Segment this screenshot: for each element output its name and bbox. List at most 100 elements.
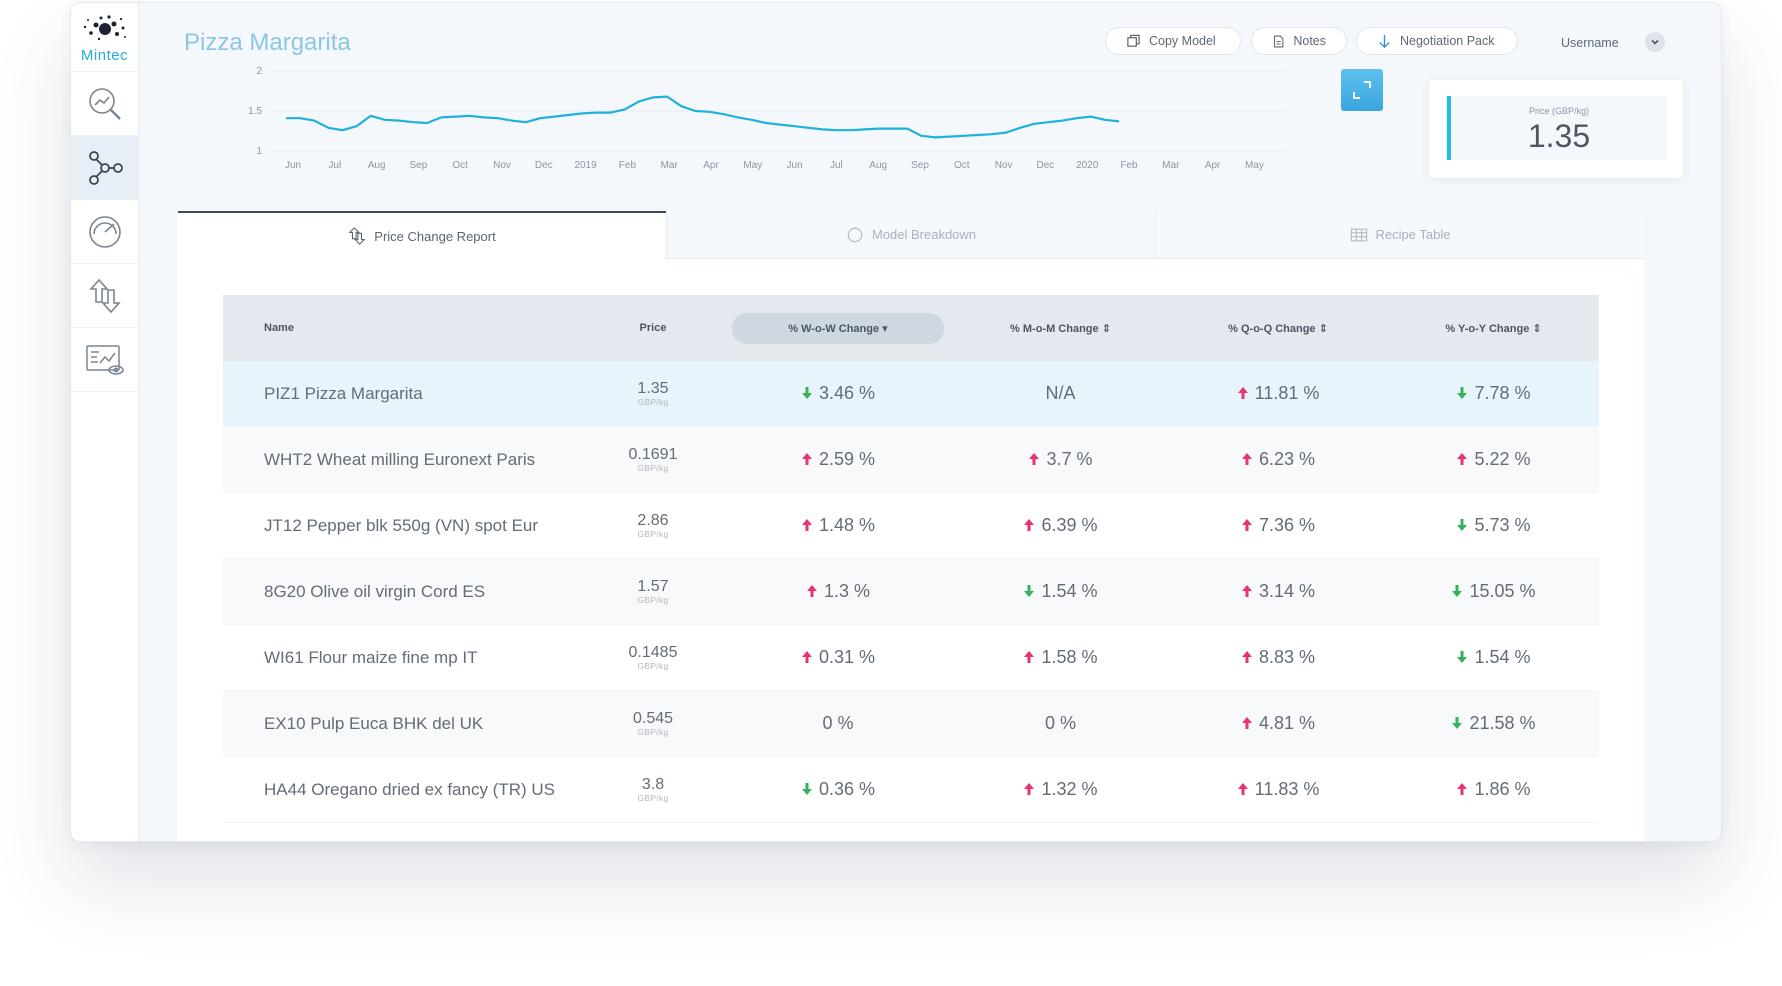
row-qoq-change: 11.83 %: [1168, 756, 1388, 823]
price-chart[interactable]: 2 1.5 1 Jun Jul Aug Sep Oct Nov Dec 2019 Feb Mar Apr M…: [181, 63, 1461, 203]
row-name[interactable]: 8G20 Olive oil virgin Cord ES: [223, 558, 583, 625]
row-qoq-change: 6.23 %: [1168, 426, 1388, 493]
table-row[interactable]: PIZ1 Pizza Margarita 1.35 GBP/kg 3.46 % N/A 1…: [223, 361, 1599, 427]
x-tick-label: May: [1245, 160, 1264, 171]
arrow-up-icon: [801, 519, 812, 531]
row-wow-change-value: 2.59 %: [818, 449, 876, 469]
table-row[interactable]: JT12 Pepper blk 550g (VN) spot Eur 2.86 GB…: [223, 492, 1599, 559]
negotiation-pack-button[interactable]: Negotiation Pack: [1356, 27, 1518, 55]
arrow-up-icon: [1241, 453, 1252, 465]
report-view-icon: [85, 344, 124, 375]
row-price-unit: GBP/kg: [637, 463, 669, 473]
yoy-header-label: % Y-o-Y Change: [1445, 322, 1530, 335]
row-name[interactable]: JT12 Pepper blk 550g (VN) spot Eur: [223, 492, 583, 559]
row-name[interactable]: HA44 Oregano dried ex fancy (TR) US: [223, 756, 583, 823]
sort-icon: ⇕: [1101, 322, 1111, 335]
y-tick-label: 1: [256, 146, 262, 157]
copy-model-label: Copy Model: [1149, 34, 1216, 48]
username[interactable]: Username: [1561, 36, 1619, 50]
row-price-unit: GBP/kg: [637, 661, 669, 671]
table-row[interactable]: WHT2 Wheat milling Euronext Paris 0.1691 G…: [223, 426, 1599, 493]
expand-chart-button[interactable]: [1341, 69, 1383, 111]
row-mom-change: 1.32 %: [953, 756, 1168, 823]
nav-gauge[interactable]: [71, 200, 138, 264]
logo[interactable]: Mintec: [71, 3, 138, 72]
row-qoq-change-value: 3.14 %: [1258, 581, 1316, 601]
tab-model-breakdown[interactable]: Model Breakdown: [666, 211, 1155, 259]
column-header-mom[interactable]: % M-o-M Change ⇕: [953, 295, 1168, 361]
table-body: PIZ1 Pizza Margarita 1.35 GBP/kg 3.46 % N/A 1…: [223, 361, 1599, 823]
row-wow-change: 1.48 %: [723, 492, 953, 559]
table-row[interactable]: HA44 Oregano dried ex fancy (TR) US 3.8 GB…: [223, 756, 1599, 823]
nav-search[interactable]: [71, 72, 138, 136]
download-arrow-icon: [1379, 34, 1390, 48]
price-change-icon: [88, 278, 121, 313]
row-price: 1.35 GBP/kg: [583, 361, 723, 427]
column-header-wow[interactable]: % W-o-W Change ▾: [723, 295, 953, 361]
arrow-up-icon: [1024, 651, 1035, 663]
sort-desc-icon: ▾: [882, 322, 888, 335]
row-price: 3.8 GBP/kg: [583, 756, 723, 823]
table-row[interactable]: 8G20 Olive oil virgin Cord ES 1.57 GBP/kg 1…: [223, 558, 1599, 625]
x-tick-label: Jun: [787, 160, 803, 171]
arrow-down-icon: [1452, 585, 1463, 597]
row-mom-change: 0 %: [953, 690, 1168, 757]
row-mom-change-value: 0 %: [1044, 713, 1077, 733]
row-wow-change-value: 0.36 %: [818, 779, 876, 799]
notes-button[interactable]: Notes: [1251, 27, 1347, 55]
row-qoq-change: 11.81 %: [1168, 361, 1388, 427]
row-name[interactable]: EX10 Pulp Euca BHK del UK: [223, 690, 583, 757]
row-yoy-change: 1.86 %: [1388, 756, 1599, 823]
nav-price-change[interactable]: [71, 264, 138, 328]
row-mom-change-value: 1.58 %: [1041, 647, 1098, 667]
arrow-up-icon: [1241, 519, 1252, 531]
arrow-down-icon: [1024, 585, 1035, 597]
row-mom-change-value: N/A: [1045, 383, 1076, 403]
tab-recipe-table[interactable]: Recipe Table: [1155, 211, 1644, 259]
sort-icon: ⇕: [1532, 322, 1542, 335]
row-name[interactable]: WHT2 Wheat milling Euronext Paris: [223, 426, 583, 493]
arrow-up-icon: [801, 453, 812, 465]
row-yoy-change: 7.78 %: [1388, 361, 1599, 427]
arrow-down-icon: [1457, 387, 1468, 399]
x-tick-label: Feb: [619, 160, 637, 171]
sorted-column-pill[interactable]: % W-o-W Change ▾: [732, 312, 944, 344]
column-header-qoq[interactable]: % Q-o-Q Change ⇕: [1168, 295, 1388, 361]
tab-label: Price Change Report: [374, 228, 496, 244]
row-name[interactable]: PIZ1 Pizza Margarita: [223, 361, 583, 427]
row-price-value: 0.545: [632, 710, 674, 727]
row-yoy-change-value: 7.78 %: [1474, 383, 1531, 403]
arrow-down-icon: [1457, 651, 1468, 663]
row-wow-change: 3.46 %: [723, 361, 953, 427]
copy-model-button[interactable]: Copy Model: [1105, 27, 1241, 55]
price-card-inner: Price (GBP/kg) 1.35: [1447, 96, 1667, 160]
table-row[interactable]: WI61 Flour maize fine mp IT 0.1485 GBP/kg 0…: [223, 624, 1599, 691]
user-menu-toggle[interactable]: [1645, 32, 1665, 52]
x-tick-label: Mar: [661, 160, 679, 171]
nav-model[interactable]: [71, 136, 138, 200]
row-mom-change-value: 3.7 %: [1046, 449, 1093, 469]
model-network-icon: [88, 150, 123, 185]
column-header-yoy[interactable]: % Y-o-Y Change ⇕: [1388, 295, 1599, 361]
x-tick-label: Jul: [328, 160, 341, 171]
tab-price-change-report[interactable]: Price Change Report: [178, 211, 666, 259]
row-name[interactable]: WI61 Flour maize fine mp IT: [223, 624, 583, 691]
row-yoy-change-value: 15.05 %: [1469, 581, 1536, 601]
table-row[interactable]: EX10 Pulp Euca BHK del UK 0.545 GBP/kg 0 % 0…: [223, 690, 1599, 757]
x-tick-label: Dec: [535, 160, 553, 171]
x-tick-label: Apr: [703, 160, 719, 171]
row-wow-change: 1.3 %: [723, 558, 953, 625]
brand-name: Mintec: [80, 47, 129, 64]
row-qoq-change-value: 11.81 %: [1254, 383, 1320, 403]
arrow-down-icon: [801, 387, 812, 399]
price-card: Price (GBP/kg) 1.35: [1429, 80, 1683, 178]
row-yoy-change-value: 1.86 %: [1474, 779, 1531, 799]
nav-report-view[interactable]: [71, 328, 138, 392]
price-card-value: 1.35: [1527, 118, 1591, 154]
row-mom-change-value: 1.32 %: [1041, 779, 1098, 799]
circle-icon: [847, 227, 863, 242]
row-yoy-change: 5.73 %: [1388, 492, 1599, 559]
column-header-name[interactable]: Name: [223, 295, 583, 361]
column-header-price[interactable]: Price: [583, 295, 723, 361]
table-header-row: Name Price % W-o-W Change ▾ % M-o-M Chan…: [223, 295, 1599, 361]
